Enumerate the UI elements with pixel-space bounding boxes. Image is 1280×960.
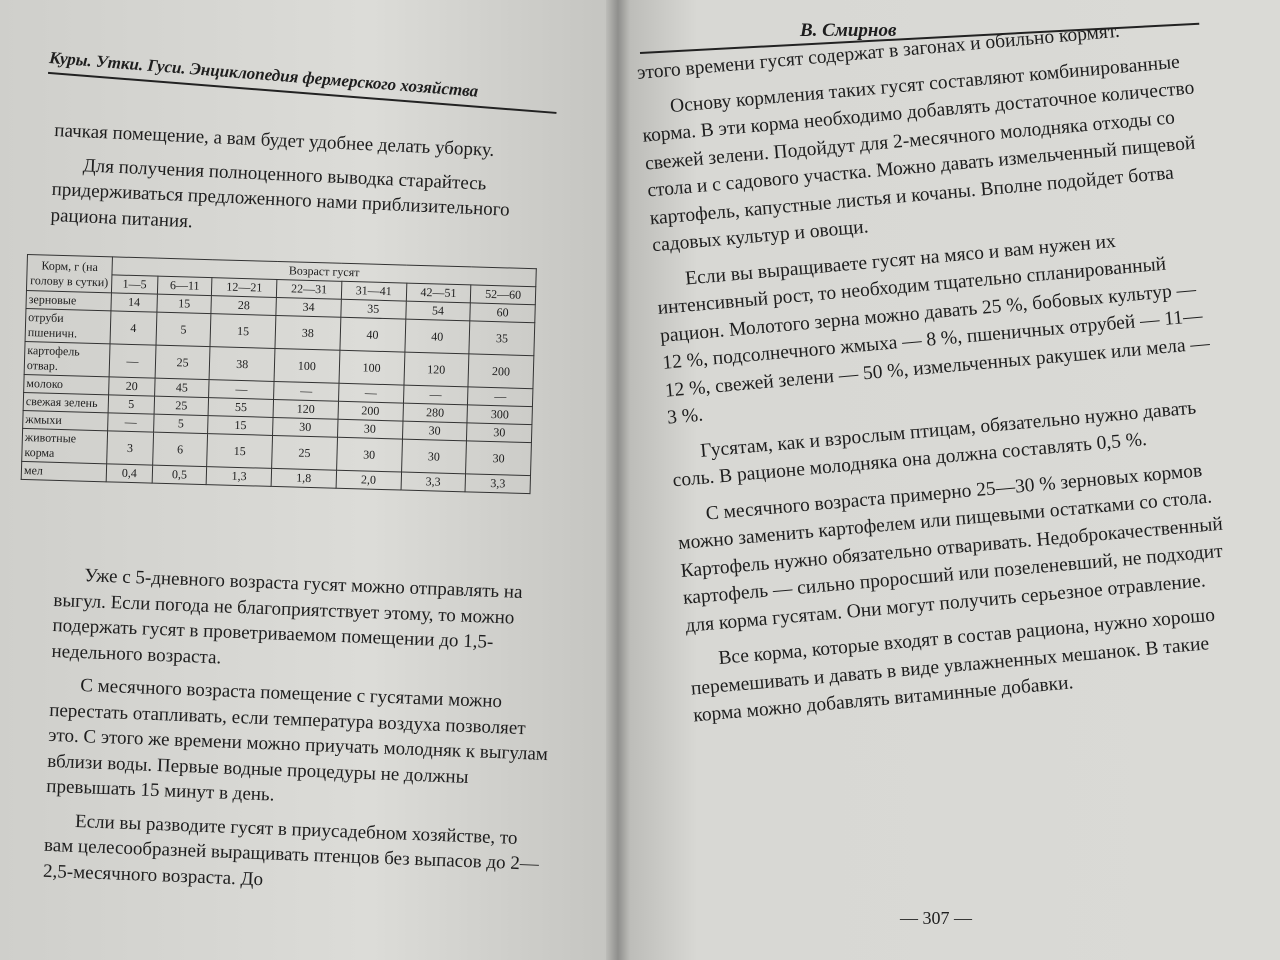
column-header: 12—21 [211,277,277,298]
table-cell: 28 [211,295,277,316]
running-header-right: В. Смирнов [800,20,897,41]
table-cell: 300 [467,404,533,425]
table-cell: 2,0 [335,470,402,491]
table-cell: 280 [402,403,468,423]
table-cell: 40 [404,319,471,354]
table-cell: 4 [110,310,157,346]
table-cell: 25 [153,396,209,416]
table-cell: 40 [339,317,406,353]
table-cell: 14 [110,292,158,313]
table-cell: 15 [156,294,212,314]
column-header: 1—5 [111,274,158,295]
row-label: картофель отвар. [24,341,111,377]
table-corner-header: Корм, г (на голову в сутки) [26,254,113,293]
table-cell: 38 [209,346,276,382]
left-top-text: пачкая помещение, а вам будет удобнее де… [50,118,555,259]
left-page [0,0,618,960]
table-cell: — [273,381,339,402]
row-label: мел [21,461,107,482]
table-cell: 3,3 [465,473,531,494]
column-header: 31—41 [341,281,407,302]
table-cell: 3 [106,430,154,466]
table-cell: 120 [403,352,470,387]
table-cell: 25 [271,435,338,471]
table-cell: — [402,385,469,405]
row-label: жмыхи [22,410,109,431]
row-label: свежая зелень [23,392,109,413]
table-cell: 15 [206,433,273,469]
table-cell: 0,5 [151,465,207,485]
book-spine [606,0,630,960]
table-cell: — [467,386,533,407]
table-cell: — [107,412,154,433]
table-cell: 30 [401,439,467,474]
table-cell: 0,4 [106,463,153,484]
table-cell: 30 [336,437,402,473]
paragraph: Для получения полноценного выводка стара… [50,154,511,232]
table-cell: 6 [152,432,208,467]
paragraph: Уже с 5-дневного возраста гусят можно от… [51,565,523,668]
row-label: молоко [23,374,110,395]
table-cell: 54 [405,301,471,321]
table-cell: 100 [338,350,405,386]
table-cell: 5 [153,414,209,434]
table-cell: 35 [340,299,406,320]
table-cell: — [338,383,404,404]
table-cell: 120 [273,399,339,420]
table-cell: 35 [469,320,535,356]
table-cell: 45 [154,378,210,398]
table-cell: 25 [154,345,211,380]
table-cell: 30 [466,422,532,443]
left-bottom-text: Уже с 5-дневного возраста гусят можно от… [42,562,559,911]
paragraph: Если вы разводите гусят в приусадебном х… [42,810,540,890]
table-cell: 20 [108,376,155,397]
row-label: отруби пшеничн. [25,308,111,344]
table-cell: 30 [465,440,532,476]
table-cell: 34 [275,297,342,318]
table-cell: 5 [155,312,212,347]
table-cell: 15 [210,313,276,349]
table-cell: 100 [274,348,340,384]
table-cell: 1,8 [271,468,337,489]
row-label: животные корма [21,428,108,464]
column-header: 42—51 [405,283,472,303]
table-cell: 60 [470,302,536,323]
right-page-text: этого времени гусят содержат в загонах и… [636,11,1253,738]
table-cell: 30 [337,419,403,440]
table-cell: — [208,379,275,400]
page-number: — 307 — [900,908,972,928]
paragraph: С месячного возраста помещение с гусятам… [45,675,549,806]
table-cell: — [109,343,156,379]
table-cell: 200 [468,353,534,389]
table-cell: 1,3 [206,466,272,487]
table-cell: 55 [208,397,274,418]
column-header: 52—60 [470,284,536,305]
column-header: 6—11 [157,276,213,296]
table-cell: 200 [337,401,403,422]
table-cell: 38 [275,315,341,351]
row-label: зерновые [25,290,112,311]
table-cell: 15 [207,415,274,436]
feed-ration-table: Корм, г (на голову в сутки) Возраст гуся… [21,254,537,494]
right-page [618,0,1280,960]
column-header: 22—31 [276,279,342,300]
table-cell: 3,3 [400,472,466,492]
table-cell: 30 [401,421,468,441]
table-cell: 30 [272,417,338,438]
table-cell: 5 [108,394,155,415]
